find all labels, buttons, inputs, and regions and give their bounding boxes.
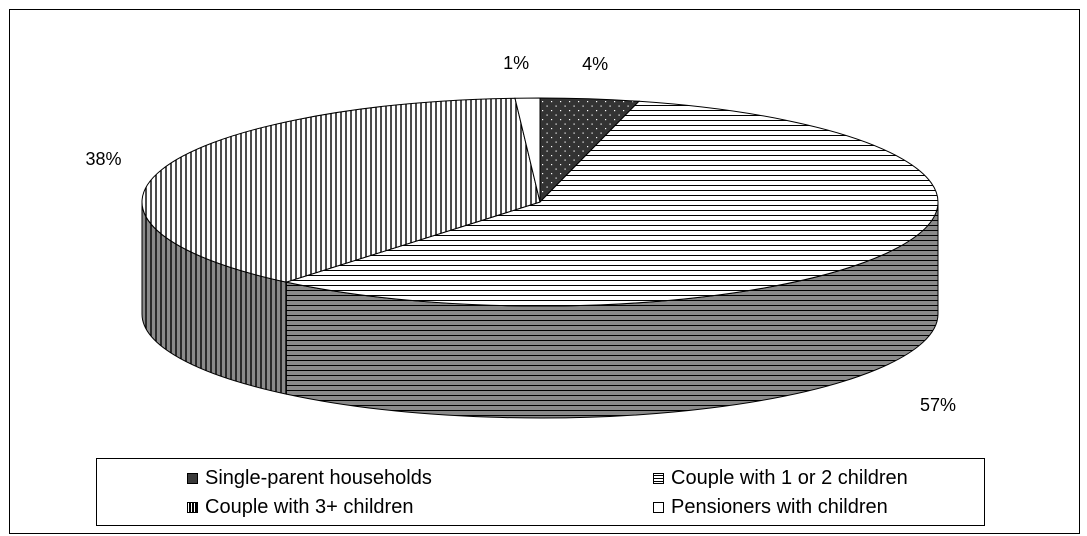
legend-item-single-parent: Single-parent households [187,467,432,490]
pie-slice-couple-1-2 [284,100,939,307]
legend-label: Couple with 1 or 2 children [671,467,908,489]
pie-top-faces [141,97,939,307]
legend-item-pensioners: Pensioners with children [653,496,888,519]
legend-label: Pensioners with children [671,496,888,518]
legend-swatch-couple-3plus [187,502,198,513]
pie-slice-pensioners [514,97,541,203]
legend-item-couple-1-2: Couple with 1 or 2 children [653,467,908,490]
legend-item-couple-3plus: Couple with 3+ children [187,496,413,519]
data-label-couple-3plus: 38% [86,149,122,169]
data-label-single-parent: 4% [582,54,608,74]
legend: Single-parent households Couple with 1 o… [96,458,985,526]
legend-label: Single-parent households [205,467,432,489]
pie-data-labels: 4% 57% 38% 1% [86,53,957,415]
legend-swatch-pensioners [653,502,664,513]
legend-label: Couple with 3+ children [205,496,414,518]
legend-swatch-couple-1-2 [653,473,664,484]
legend-swatch-single-parent [187,473,198,484]
data-label-couple-1-2: 57% [920,395,956,415]
pie-slice-couple-3plus [141,97,541,283]
data-label-pensioners: 1% [503,53,529,73]
